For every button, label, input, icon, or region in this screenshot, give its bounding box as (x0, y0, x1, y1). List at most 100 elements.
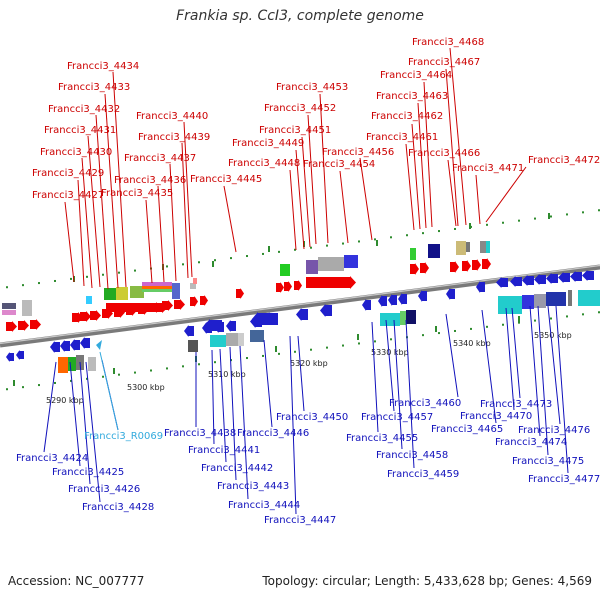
scale-dot (390, 236, 392, 239)
reverse-gene-arrow (388, 294, 397, 306)
leader-line (555, 305, 569, 474)
leader-line (69, 361, 81, 467)
scale-tick (376, 240, 378, 246)
scale-dot (54, 381, 56, 384)
scale-tick (113, 368, 115, 374)
gene-label-4467: Francci3_4467 (408, 57, 480, 68)
gene-label-4441: Francci3_4441 (188, 445, 260, 456)
reverse-gene-arrow (362, 299, 371, 311)
gene-label-4476: Francci3_4476 (518, 425, 590, 436)
reverse-gene-arrow (252, 312, 278, 326)
scale-dot (358, 342, 360, 345)
scale-dot (166, 265, 168, 268)
leader-line (393, 319, 403, 450)
scale-dot (326, 346, 328, 349)
leader-line (405, 319, 415, 469)
leader-line (43, 361, 57, 453)
scale-dot (566, 315, 568, 318)
leader-line (319, 93, 329, 244)
leader-line (445, 313, 459, 398)
scale-dot (134, 269, 136, 272)
scale-dot (550, 215, 552, 218)
leader-line (79, 361, 91, 485)
reverse-gene-arrow (496, 277, 508, 288)
gene-label-4451: Francci3_4451 (259, 125, 331, 136)
gene-label-4458: Francci3_4458 (376, 450, 448, 461)
leader-line (449, 47, 467, 226)
reverse-gene-arrow (70, 339, 80, 351)
scale-dot (550, 317, 552, 320)
leader-line (95, 114, 109, 290)
gene-label-4425: Francci3_4425 (52, 467, 124, 478)
reverse-gene-arrow (522, 275, 534, 286)
gene-track[interactable] (2, 241, 600, 373)
scale-dot (70, 379, 72, 382)
leader-line (263, 339, 273, 428)
leader-line (301, 136, 311, 248)
feature-block (480, 241, 486, 253)
feature-block (498, 296, 522, 314)
scale-dot (134, 371, 136, 374)
feature-block (306, 260, 318, 274)
scale-dot (214, 259, 216, 262)
scale-dot (230, 257, 232, 260)
leader-line (297, 335, 305, 412)
scale-dot (102, 375, 104, 378)
leader-line (511, 307, 521, 399)
leader-line (339, 170, 349, 244)
forward-gene-arrow (294, 280, 302, 291)
forward-gene-arrow (236, 288, 244, 299)
reverse-gene-arrow (510, 276, 522, 287)
feature-block (406, 310, 416, 324)
reverse-gene-arrow (50, 341, 60, 353)
feature-block (58, 357, 68, 373)
reverse-gene-arrow (476, 281, 485, 293)
leader-line (307, 114, 317, 245)
feature-block (466, 242, 470, 252)
leader-line (219, 348, 227, 463)
feature-block (210, 335, 226, 347)
gene-label-4432: Francci3_4432 (48, 104, 120, 115)
gene-label-4437: Francci3_4437 (124, 153, 196, 164)
feature-block (546, 292, 566, 306)
scale-dot (486, 223, 488, 226)
scale-dot (198, 261, 200, 264)
reverse-gene-arrow (582, 270, 594, 281)
scale-tick (268, 246, 270, 252)
gene-label-4477: Francci3_4477 (528, 474, 600, 485)
forward-gene-arrow (200, 295, 208, 306)
scale-dot (310, 348, 312, 351)
forward-gene-arrow (284, 281, 292, 292)
scale-dot (294, 248, 296, 251)
bottom-label-group[interactable]: Francci3_4424 Francci3_4425 Francci3_442… (16, 398, 600, 526)
scale-dot (582, 313, 584, 316)
gene-label-4433: Francci3_4433 (58, 82, 130, 93)
feature-block (568, 290, 572, 306)
scale-dot (86, 377, 88, 380)
scale-tick (357, 334, 359, 340)
leader-line (85, 361, 101, 503)
leader-line (359, 157, 373, 241)
scale-dot (502, 323, 504, 326)
scale-dot (438, 332, 440, 335)
gene-label-4462: Francci3_4462 (371, 111, 443, 122)
feature-block (142, 286, 172, 289)
reverse-gene-arrow (546, 273, 558, 284)
top-label-group[interactable]: Francci3_4427 Francci3_4429 Francci3_443… (32, 37, 600, 201)
scale-dot (454, 227, 456, 230)
scale-dot (278, 250, 280, 253)
gene-label-4428: Francci3_4428 (82, 502, 154, 513)
forward-gene-arrow (106, 302, 168, 313)
forward-gene-arrow (190, 296, 198, 307)
scale-dot (534, 319, 536, 322)
leader-line (289, 335, 297, 515)
feature-block (22, 300, 32, 316)
leader-line (223, 185, 237, 253)
feature-block (2, 310, 16, 315)
scale-dot (262, 252, 264, 255)
leader-line (99, 351, 119, 431)
reverse-gene-arrow (80, 337, 90, 349)
feature-block (130, 286, 144, 298)
gene-label-4450: Francci3_4450 (276, 412, 348, 423)
